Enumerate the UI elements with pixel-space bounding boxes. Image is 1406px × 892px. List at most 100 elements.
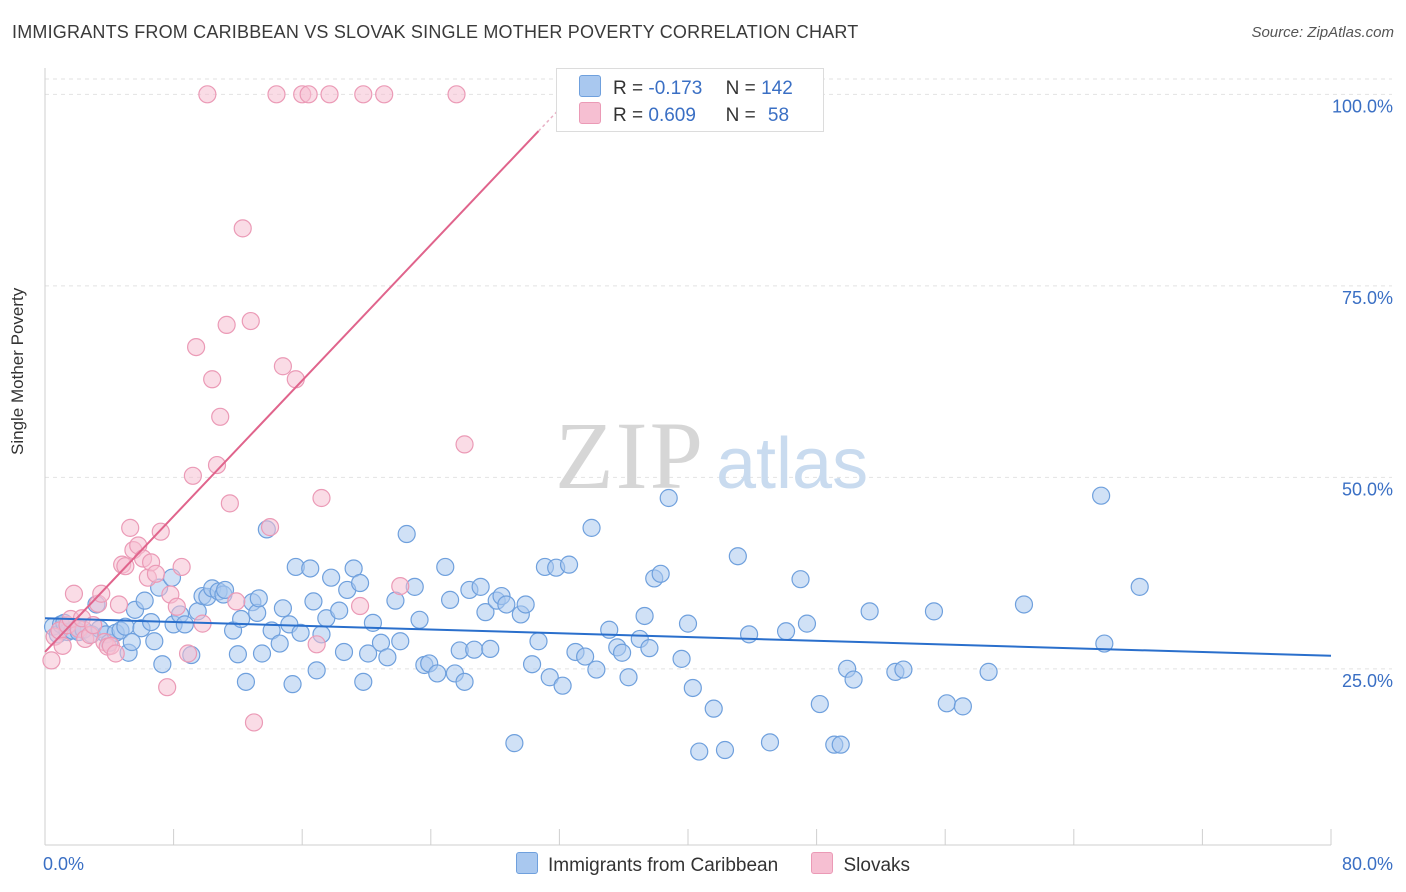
point-slovaks xyxy=(299,85,318,104)
point-slovaks xyxy=(211,407,230,426)
x-tick-label: 0.0% xyxy=(43,854,84,874)
point-caribbean xyxy=(582,518,601,537)
point-caribbean xyxy=(553,676,572,695)
legend-item-slovaks[interactable]: Slovaks xyxy=(811,852,910,877)
point-slovaks xyxy=(391,576,410,596)
point-slovaks xyxy=(198,85,217,104)
series-slovaks-points xyxy=(42,85,474,732)
point-caribbean xyxy=(465,640,484,659)
point-caribbean xyxy=(283,675,302,694)
trend-lines xyxy=(44,93,1332,657)
legend-n-value: 142 xyxy=(761,78,793,99)
point-caribbean xyxy=(522,655,542,674)
point-caribbean xyxy=(559,555,579,574)
point-caribbean xyxy=(436,557,455,577)
point-caribbean xyxy=(587,660,606,679)
point-caribbean xyxy=(760,733,780,752)
point-caribbean xyxy=(249,589,268,608)
trend-line-slovaks xyxy=(44,130,540,653)
point-caribbean xyxy=(1130,577,1149,596)
legend-row-caribbean: R = -0.173 N = 142 xyxy=(579,75,793,99)
legend-swatch-caribbean xyxy=(516,852,538,874)
point-caribbean xyxy=(635,606,654,626)
point-caribbean xyxy=(471,577,490,596)
point-slovaks xyxy=(53,636,72,655)
tick-labels: 25.0% 50.0% 75.0% 100.0% 0.0% 80.0% xyxy=(43,96,1393,874)
point-caribbean xyxy=(228,645,247,664)
point-slovaks xyxy=(320,85,339,104)
point-caribbean xyxy=(476,603,495,622)
trend-line-caribbean xyxy=(44,617,1332,657)
point-caribbean xyxy=(153,655,172,674)
point-caribbean xyxy=(252,644,272,663)
point-caribbean xyxy=(860,602,879,621)
point-slovaks xyxy=(312,488,331,508)
point-slovaks xyxy=(273,357,293,376)
legend-swatch-slovaks xyxy=(811,852,834,874)
point-caribbean xyxy=(651,564,670,583)
legend-swatch-caribbean xyxy=(579,75,601,97)
point-slovaks xyxy=(207,455,227,475)
point-caribbean xyxy=(350,573,370,593)
legend-item-caribbean[interactable]: Immigrants from Caribbean xyxy=(516,852,778,877)
point-caribbean xyxy=(516,595,535,614)
point-slovaks xyxy=(151,522,170,541)
y-axis-title: Single Mother Poverty xyxy=(8,287,27,455)
point-caribbean xyxy=(924,602,944,621)
point-caribbean xyxy=(175,615,194,634)
point-caribbean xyxy=(307,661,326,680)
point-slovaks xyxy=(286,370,305,389)
point-caribbean xyxy=(397,524,416,544)
watermark-atlas: atlas xyxy=(716,424,868,504)
point-caribbean xyxy=(894,660,913,679)
point-caribbean xyxy=(683,678,702,698)
point-caribbean xyxy=(378,648,397,667)
source-label: Source: ZipAtlas.com xyxy=(1251,24,1394,41)
point-caribbean xyxy=(135,591,154,610)
y-tick-label: 75.0% xyxy=(1342,288,1393,308)
point-caribbean xyxy=(540,668,559,687)
point-caribbean xyxy=(612,643,632,662)
point-caribbean xyxy=(672,649,691,668)
stats-legend: R = -0.173 N = 142 R = 0.609 N = 58 xyxy=(556,68,824,132)
point-caribbean xyxy=(937,694,956,713)
point-caribbean xyxy=(776,622,796,641)
legend-n-value: 58 xyxy=(767,105,790,126)
legend-row-slovaks: R = 0.609 N = 58 xyxy=(579,102,790,126)
point-caribbean xyxy=(728,547,747,566)
point-caribbean xyxy=(715,740,735,760)
point-caribbean xyxy=(334,642,354,662)
point-caribbean xyxy=(953,697,972,716)
point-caribbean xyxy=(122,632,141,652)
legend-r-value: -0.173 xyxy=(648,78,703,99)
point-slovaks xyxy=(84,616,103,635)
point-caribbean xyxy=(322,568,341,587)
axes xyxy=(44,68,1332,846)
point-slovaks xyxy=(158,678,177,697)
y-tick-label: 50.0% xyxy=(1342,479,1393,499)
point-slovaks xyxy=(217,315,236,334)
chart-title: IMMIGRANTS FROM CARIBBEAN VS SLOVAK SING… xyxy=(12,22,859,42)
point-slovaks xyxy=(307,635,326,654)
legend-swatch-slovaks xyxy=(579,102,601,124)
point-slovaks xyxy=(227,592,246,611)
point-slovaks xyxy=(121,518,140,537)
point-caribbean xyxy=(979,662,998,681)
point-slovaks xyxy=(233,219,252,238)
point-slovaks xyxy=(455,435,474,454)
point-slovaks xyxy=(375,85,394,104)
legend-n-label: N = xyxy=(725,105,756,126)
point-caribbean xyxy=(505,734,524,753)
point-caribbean xyxy=(273,599,293,618)
point-slovaks xyxy=(42,651,61,670)
point-caribbean xyxy=(304,592,323,611)
point-slovaks xyxy=(447,85,466,104)
legend-r-value: 0.609 xyxy=(648,105,696,126)
point-slovaks xyxy=(350,596,370,616)
point-slovaks xyxy=(187,338,206,357)
point-slovaks xyxy=(203,370,222,389)
point-slovaks xyxy=(178,644,198,663)
point-caribbean xyxy=(1092,486,1111,505)
point-caribbean xyxy=(497,595,516,614)
